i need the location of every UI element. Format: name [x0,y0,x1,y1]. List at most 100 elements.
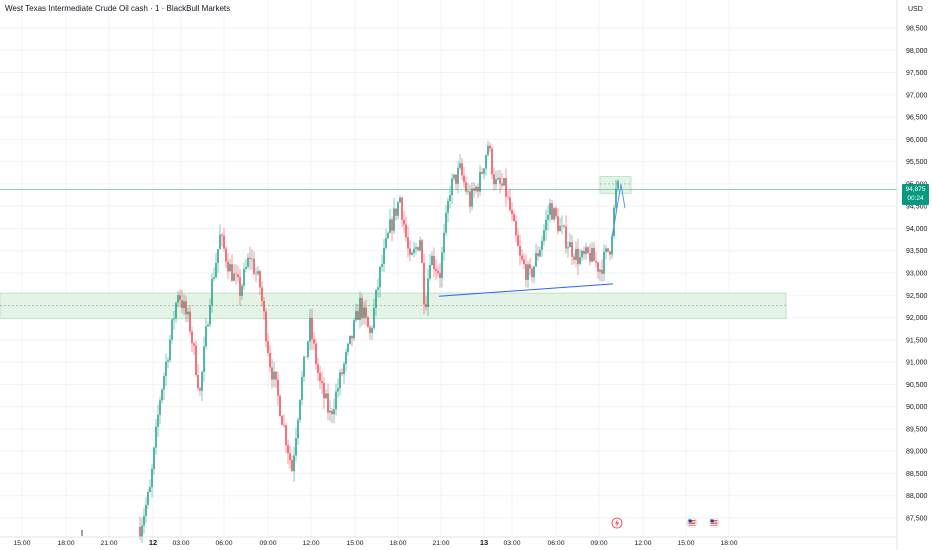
candle-body [213,277,215,279]
time-tick-label: 06:00 [215,540,232,547]
candle-body [501,183,503,186]
candle-body [415,247,417,249]
candle-body [185,301,187,315]
candle-body [387,232,389,239]
candle-body [333,409,335,415]
candle-body [617,181,619,189]
flag-stripe [710,520,718,521]
candle-body [573,256,575,260]
candle-body [329,410,331,413]
candle-body [521,255,523,260]
us-flag-icon[interactable] [708,517,720,529]
candle-body [401,197,403,220]
candle-body [165,361,167,376]
candle-body [179,295,181,301]
flag-stripe [688,523,696,524]
candle-body [555,208,557,217]
time-tick-label: 15:00 [346,540,363,547]
price-tick-label: 93,500 [906,248,928,255]
time-axis[interactable]: 15:00 18:00 21:00 12 03:00 06:00 09:00 12:00 15:… [0,536,897,547]
candle-body [547,214,549,220]
candle-body [397,202,399,216]
price-tick-label: 89,500 [906,426,928,433]
candle-body [199,388,201,391]
candle-body [209,305,211,325]
price-tick-label: 97,500 [906,70,928,77]
candle-body [241,285,243,296]
candle-body [273,371,275,380]
bar-countdown: 00:24 [907,195,924,202]
candle-body [191,331,193,344]
time-tick-label: 15:00 [677,540,694,547]
candle-body [289,453,291,461]
candle-body [357,311,359,320]
candle-body [361,297,363,318]
candle-body [181,300,183,309]
candle-body [599,269,601,272]
price-axis[interactable]: 87,500 88,000 88,500 89,000 89,500 90,000 90,5… [896,0,932,550]
candle-body [545,219,547,231]
candle-body [539,249,541,257]
time-tick-label: 12:00 [634,540,651,547]
candle-body [235,273,237,275]
candle-body [491,148,493,175]
event-markers[interactable] [611,517,720,529]
candle-body [511,209,513,215]
time-tick-label: 21:00 [432,540,449,547]
currency-label[interactable]: USD [908,6,923,13]
candle-body [233,273,235,281]
candle-body [525,264,527,280]
time-tick-label: 18:00 [57,540,74,547]
candle-body [443,232,445,253]
flag-canton [710,519,714,523]
candle-body [237,274,239,278]
candle-body [465,182,467,192]
candle-body [589,252,591,262]
price-tick-label: 97,000 [906,92,928,99]
price-tick-label: 87,500 [906,516,928,523]
candle-body [453,174,455,179]
candle-body [457,167,459,184]
candle-body [265,311,267,342]
flash-event-icon[interactable] [611,517,623,529]
projection-path [611,184,626,238]
time-tick-label: 12 [149,538,157,547]
us-flag-icon[interactable] [686,517,698,529]
candle-body [365,307,367,318]
support-trendline [438,283,614,297]
price-tick-label: 89,000 [906,449,928,456]
time-tick-label: 09:00 [259,540,276,547]
annotation-zones[interactable] [0,176,897,319]
candle-body [421,240,423,264]
candle-body [217,249,219,264]
candle-body [345,352,347,364]
candle-body [603,251,605,274]
candle-body [313,339,315,344]
candle-body [219,234,221,250]
candle-body [323,382,325,399]
candle-body [505,177,507,197]
candle-body [215,263,217,278]
candle-body [255,273,257,275]
candle-body [343,363,345,375]
candle-body [471,188,473,207]
drawings[interactable] [438,184,626,297]
candle-body [183,301,185,309]
candle-body [285,425,287,446]
candle-body [169,339,171,361]
candle-body [225,248,227,262]
candle-body [455,174,457,184]
candle-body [151,468,153,488]
candle-body [293,455,295,472]
symbol-title[interactable]: West Texas Intermediate Crude Oil cash ·… [5,4,231,13]
candle-body [563,225,565,227]
candle-body [267,341,269,353]
candle-body [259,271,261,288]
candle-body [399,197,401,203]
candle-body [393,208,395,231]
candle-body [159,400,161,415]
candle-body [493,174,495,185]
price-tick-label: 93,000 [906,271,928,278]
time-tick-label: 18:00 [720,540,737,547]
